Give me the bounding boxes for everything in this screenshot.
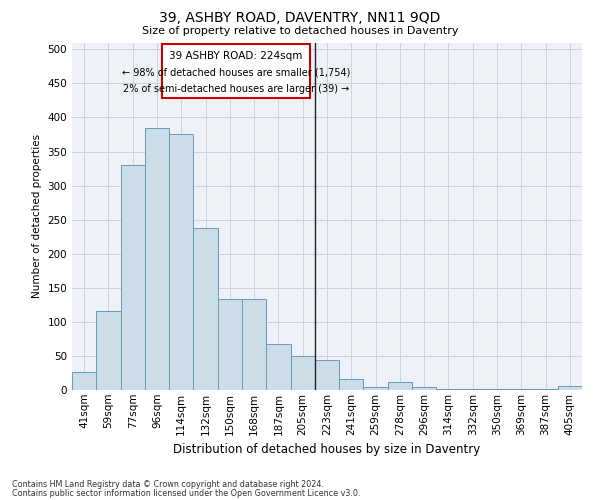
- Bar: [72, 372, 96, 390]
- Bar: [242, 300, 266, 390]
- Text: 39, ASHBY ROAD, DAVENTRY, NN11 9QD: 39, ASHBY ROAD, DAVENTRY, NN11 9QD: [160, 11, 440, 25]
- Bar: [121, 165, 145, 390]
- Bar: [290, 356, 315, 390]
- Bar: [558, 386, 582, 390]
- Bar: [162, 44, 310, 98]
- Bar: [388, 382, 412, 390]
- Bar: [218, 300, 242, 390]
- Text: Contains HM Land Registry data © Crown copyright and database right 2024.: Contains HM Land Registry data © Crown c…: [12, 480, 324, 489]
- X-axis label: Distribution of detached houses by size in Daventry: Distribution of detached houses by size …: [173, 443, 481, 456]
- Y-axis label: Number of detached properties: Number of detached properties: [32, 134, 42, 298]
- Bar: [436, 388, 461, 390]
- Text: 2% of semi-detached houses are larger (39) →: 2% of semi-detached houses are larger (3…: [123, 84, 349, 94]
- Bar: [315, 360, 339, 390]
- Bar: [266, 344, 290, 390]
- Text: 39 ASHBY ROAD: 224sqm: 39 ASHBY ROAD: 224sqm: [169, 51, 302, 61]
- Bar: [145, 128, 169, 390]
- Bar: [96, 311, 121, 390]
- Text: Size of property relative to detached houses in Daventry: Size of property relative to detached ho…: [142, 26, 458, 36]
- Bar: [412, 386, 436, 390]
- Text: ← 98% of detached houses are smaller (1,754): ← 98% of detached houses are smaller (1,…: [122, 67, 350, 77]
- Bar: [339, 379, 364, 390]
- Text: Contains public sector information licensed under the Open Government Licence v3: Contains public sector information licen…: [12, 488, 361, 498]
- Bar: [364, 386, 388, 390]
- Bar: [169, 134, 193, 390]
- Bar: [193, 228, 218, 390]
